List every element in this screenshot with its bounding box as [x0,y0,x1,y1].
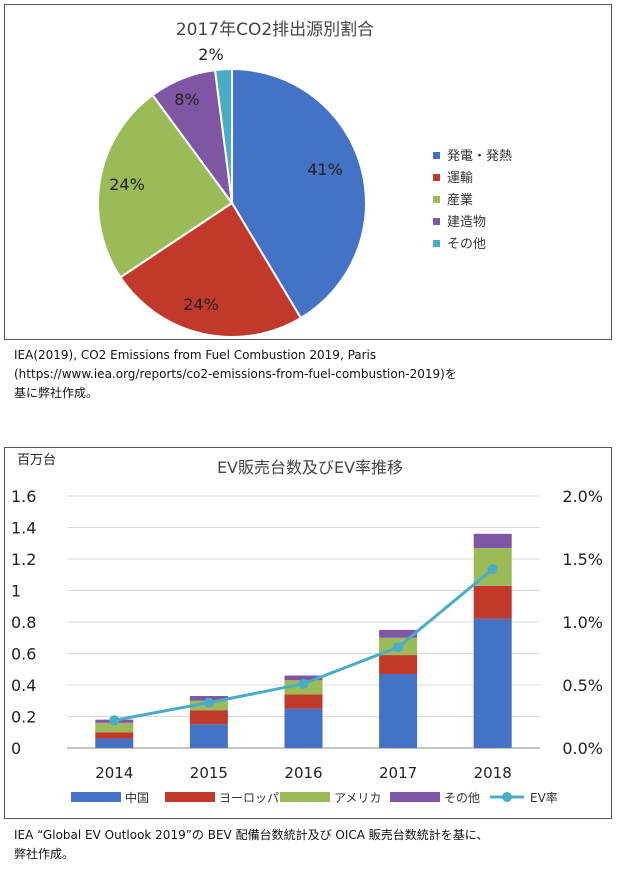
pie-chart-panel: 2017年CO2排出源別割合 41% 24% 24% 8% 2% 発電・発熱運輸産業建造物そ… [4,4,612,340]
pie-caption-line: 基に弊社作成。 [14,386,99,400]
bar-segment [189,710,228,725]
pie-slice [213,67,233,204]
bar-caption-line: 弊社作成。 [14,847,75,861]
y-tick-label: 1.6 [11,487,36,506]
pie-chart: 2017年CO2排出源別割合 41% 24% 24% 8% 2% 発電・発熱運輸産業建造物そ… [97,20,512,338]
bar-segment [473,533,512,548]
legend-label: 産業 [447,192,473,208]
bar-segment [473,618,512,748]
legend-label: 運輸 [447,171,473,186]
bar-segment [473,585,512,619]
pie-slice [119,201,303,338]
bar-segment [95,738,134,748]
ev-rate-point [298,678,309,689]
bar-segment [379,673,418,748]
y-tick-label: 0 [11,739,21,758]
legend-label: 中国 [125,790,149,805]
y2-tick-label: 0.5% [562,676,603,695]
legend-swatch [433,196,440,203]
bar-chart-title: EV販売台数及びEV率推移 [217,458,403,477]
pie-caption-line: IEA(2019), CO2 Emissions from Fuel Combu… [14,348,377,362]
y-tick-label: 0.8 [11,613,36,632]
x-tick-label: 2016 [284,764,322,782]
y-tick-label: 1.2 [11,550,36,569]
bar-segment [189,724,228,748]
ev-rate-point [203,697,214,708]
y-tick-label: 0.2 [11,708,36,727]
bar-segment [95,722,134,733]
bar-segment [284,675,323,681]
bar-segment [284,694,323,709]
pie-slice [97,93,234,279]
ev-rate-point [487,564,498,575]
y2-tick-label: 2.0% [562,487,603,506]
pie-slice-label: 8% [174,90,199,109]
legend-label: アメリカ [334,791,381,805]
legend-label: 発電・発熱 [447,149,512,164]
legend-swatch [390,792,440,802]
pie-slice [231,67,367,320]
y2-tick-label: 1.0% [562,613,603,632]
pie-slice-label: 2% [198,45,223,64]
x-tick-label: 2017 [379,764,417,782]
legend-swatch [71,792,121,802]
x-tick-label: 2018 [474,764,512,782]
y2-tick-label: 0.0% [562,739,603,758]
legend-swatch [433,240,440,247]
y-tick-label: 0.4 [11,676,36,695]
legend-label: その他 [447,237,486,252]
bar-chart-panel: 百万台 EV販売台数及びEV率推移 0 0.2 0.4 0.6 0.8 1 1.2 1.4 1.6 0… [4,447,612,819]
ev-rate-point [393,642,404,653]
legend-label: EV率 [530,790,558,805]
y2-tick-label: 1.5% [562,550,603,569]
bar-segment [95,732,134,739]
y-tick-label: 0.6 [11,645,36,664]
legend-swatch [502,792,512,802]
y-tick-label: 1.4 [11,519,36,538]
legend-swatch [433,174,440,181]
legend-swatch [433,218,440,225]
bar-segment [379,655,418,674]
y-axis-unit-label: 百万台 [17,453,56,468]
legend-label: ヨーロッパ [219,791,279,805]
pie-source-caption: IEA(2019), CO2 Emissions from Fuel Combu… [14,346,610,403]
y-tick-label: 1 [11,582,21,601]
bar-segment [379,629,418,638]
bar-chart: 百万台 EV販売台数及びEV率推移 0 0.2 0.4 0.6 0.8 1 1.2 1.4 1.6 0… [11,453,603,805]
bar-caption-line: IEA “Global EV Outlook 2019”の BEV 配備台数統計… [14,828,489,842]
bar-source-caption: IEA “Global EV Outlook 2019”の BEV 配備台数統計… [14,826,610,864]
legend-swatch [165,792,215,802]
legend-swatch [433,152,440,159]
pie-chart-title: 2017年CO2排出源別割合 [176,20,374,40]
pie-caption-line: (https://www.iea.org/reports/co2-emissio… [14,367,457,381]
legend-label: その他 [444,791,480,805]
legend-swatch [280,792,330,802]
pie-slice-label: 41% [307,160,343,179]
x-tick-label: 2014 [95,764,133,782]
pie-slice-label: 24% [109,175,145,194]
bar-segment [284,708,323,748]
ev-rate-point [109,715,120,726]
pie-slice-label: 24% [183,295,219,314]
x-tick-label: 2015 [190,764,228,782]
legend-label: 建造物 [447,215,486,230]
